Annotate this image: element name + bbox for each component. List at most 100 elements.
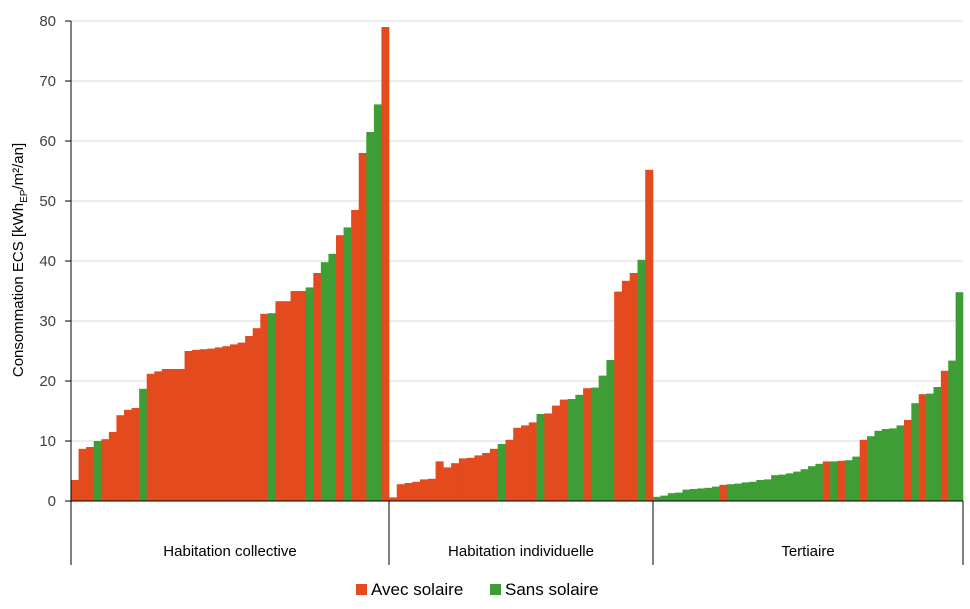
bar-sans bbox=[682, 489, 691, 501]
bar-avec bbox=[427, 478, 436, 501]
bar-sans bbox=[689, 489, 698, 501]
y-axis-ticks: 0 10 20 30 40 50 60 70 80 bbox=[39, 13, 71, 510]
bar-avec bbox=[336, 235, 344, 501]
bar-avec bbox=[116, 415, 125, 501]
bar-avec bbox=[237, 342, 246, 501]
y-axis-label-subscript: EP bbox=[19, 189, 30, 203]
bar-sans bbox=[948, 360, 956, 501]
bar-avec bbox=[298, 291, 307, 501]
bar-sans bbox=[741, 482, 750, 501]
bar-avec bbox=[389, 497, 398, 501]
bar-sans bbox=[955, 292, 964, 501]
bars bbox=[71, 27, 964, 502]
bar-avec bbox=[513, 427, 522, 501]
bar-avec bbox=[154, 371, 163, 501]
bar-sans bbox=[763, 479, 772, 501]
y-tick-label: 0 bbox=[48, 493, 56, 510]
bar-avec bbox=[146, 373, 155, 501]
y-tick-label: 70 bbox=[39, 73, 56, 90]
bar-avec bbox=[351, 210, 360, 501]
bar-avec bbox=[199, 349, 208, 501]
bar-sans bbox=[896, 425, 905, 501]
bar-sans bbox=[778, 474, 787, 501]
y-tick-label: 50 bbox=[39, 193, 56, 210]
bar-sans bbox=[726, 484, 735, 501]
bar-avec bbox=[124, 409, 132, 501]
bar-sans bbox=[808, 466, 816, 501]
bar-avec bbox=[719, 484, 728, 501]
axes bbox=[70, 21, 964, 565]
bar-sans bbox=[93, 441, 102, 501]
bar-sans bbox=[815, 463, 824, 501]
bar-avec bbox=[521, 425, 530, 501]
category-label: Tertiaire bbox=[781, 543, 834, 560]
bar-sans bbox=[748, 481, 757, 501]
y-tick-label: 20 bbox=[39, 373, 56, 390]
legend-swatch-avec bbox=[356, 584, 367, 595]
bar-avec bbox=[645, 169, 654, 502]
bar-avec bbox=[552, 405, 561, 501]
bar-sans bbox=[373, 104, 382, 502]
bar-avec bbox=[313, 273, 322, 501]
y-axis-label-tail: /m²/an] bbox=[10, 143, 27, 190]
bar-avec bbox=[435, 461, 444, 501]
bar-avec bbox=[290, 291, 299, 501]
bar-avec bbox=[629, 273, 638, 501]
bar-sans bbox=[800, 469, 809, 501]
bar-sans bbox=[867, 436, 875, 501]
bar-avec bbox=[458, 458, 467, 501]
legend: Avec solaire Sans solaire bbox=[356, 580, 599, 599]
bar-avec bbox=[621, 280, 630, 501]
bar-avec bbox=[177, 369, 185, 501]
bar-avec bbox=[381, 27, 390, 501]
bar-avec bbox=[420, 479, 429, 501]
bar-sans bbox=[637, 259, 646, 501]
bar-sans bbox=[697, 488, 705, 501]
category-labels: Habitation collective Habitation individu… bbox=[163, 543, 834, 560]
bar-sans bbox=[911, 403, 920, 501]
bar-sans bbox=[771, 475, 779, 501]
bar-sans bbox=[734, 483, 742, 501]
bar-avec bbox=[505, 439, 514, 501]
bar-sans bbox=[667, 493, 676, 501]
bar-sans bbox=[606, 360, 615, 501]
bar-avec bbox=[275, 301, 284, 501]
bar-sans bbox=[704, 487, 713, 501]
bar-sans bbox=[844, 460, 853, 501]
bar-avec bbox=[583, 388, 592, 501]
bar-sans bbox=[712, 486, 720, 501]
bar-avec bbox=[859, 439, 868, 501]
bar-sans bbox=[328, 253, 337, 501]
bar-avec bbox=[214, 347, 223, 501]
bar-avec bbox=[207, 348, 216, 501]
bar-avec bbox=[559, 399, 568, 501]
bar-sans bbox=[590, 387, 599, 501]
bar-sans bbox=[660, 495, 669, 501]
bar-avec bbox=[222, 346, 231, 501]
bar-avec bbox=[169, 369, 178, 501]
bar-avec bbox=[245, 336, 254, 501]
bar-sans bbox=[366, 132, 375, 501]
legend-label-avec: Avec solaire bbox=[371, 580, 463, 599]
bar-avec bbox=[252, 328, 261, 501]
bar-sans bbox=[598, 375, 607, 501]
bar-avec bbox=[918, 394, 927, 501]
y-tick-label: 40 bbox=[39, 253, 56, 270]
bar-sans bbox=[536, 414, 545, 501]
y-tick-label: 80 bbox=[39, 13, 56, 30]
bar-sans bbox=[785, 473, 794, 501]
bar-avec bbox=[903, 420, 912, 501]
bar-avec bbox=[822, 461, 831, 501]
bar-avec bbox=[192, 349, 201, 501]
bar-sans bbox=[305, 287, 314, 501]
bar-avec bbox=[71, 480, 79, 501]
bar-sans bbox=[343, 227, 352, 501]
bar-sans bbox=[881, 429, 890, 501]
category-label: Habitation individuelle bbox=[448, 543, 594, 560]
bar-avec bbox=[614, 291, 623, 501]
bar-avec bbox=[131, 408, 140, 501]
bar-avec bbox=[528, 422, 537, 501]
bar-sans bbox=[852, 456, 860, 501]
bar-avec bbox=[184, 351, 193, 501]
bar-avec bbox=[837, 460, 846, 501]
